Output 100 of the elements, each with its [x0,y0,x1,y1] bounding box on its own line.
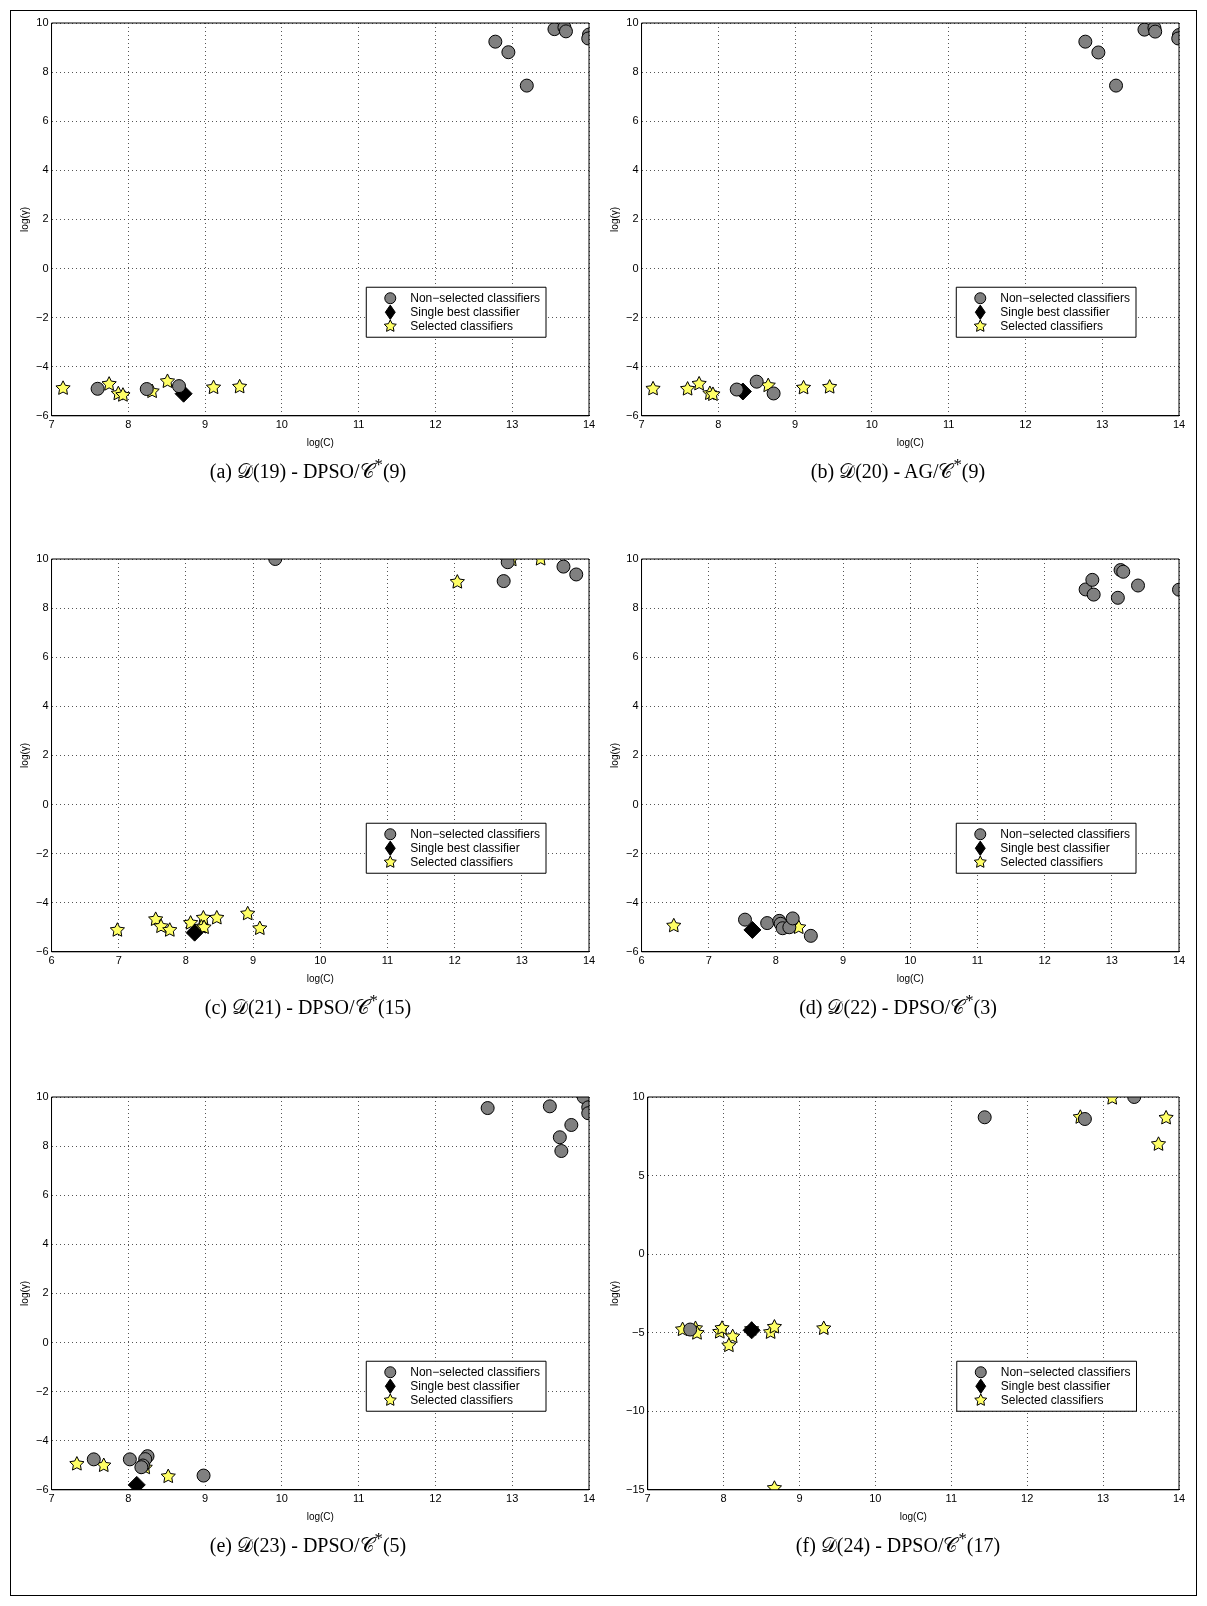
y-axis-title: log(γ) [18,206,30,232]
y-tick-label: 0 [42,797,49,810]
x-tick-label: 9 [792,418,799,431]
y-tick-label: −2 [35,1384,49,1397]
x-tick-label: 8 [182,954,189,967]
x-tick-label: 7 [48,418,55,431]
legend-label: Selected classifiers [410,854,513,869]
y-tick-label: 8 [632,65,639,78]
legend-label: Non−selected classifiers [1000,826,1131,841]
y-tick-label: 10 [626,552,639,565]
x-tick-label: 12 [1038,954,1051,967]
y-tick-label: 2 [632,748,639,761]
x-tick-label: 14 [1172,954,1186,967]
x-tick-label: 7 [644,1492,651,1505]
y-tick-label: −4 [625,359,639,372]
y-tick-label: −10 [625,1404,645,1417]
x-tick-label: 11 [942,418,955,431]
legend-label: Single best classifier [1000,1378,1111,1393]
x-tick-label: 8 [720,1492,727,1505]
text: (a) 𝒟(19) - DPSO/𝒞$^{*}$(9) [208,455,408,483]
text: (d) 𝒟(22) - DPSO/𝒞$^{*}$(3) [798,991,998,1019]
x-tick-label: 10 [314,954,327,967]
y-tick-label: −4 [35,359,49,372]
y-axis-title: log(γ) [18,742,30,768]
y-tick-label: 4 [42,163,49,176]
x-axis-title: log(C) [899,1510,927,1522]
x-tick-label: 10 [904,954,917,967]
y-tick-label: −5 [632,1325,645,1338]
y-tick-label: −6 [35,1482,49,1495]
y-tick-label: 10 [36,1090,49,1103]
legend-label: Single best classifier [410,1378,520,1393]
legend-label: Single best classifier [1000,840,1110,855]
y-tick-label: 6 [632,650,639,663]
x-axis-title: log(C) [306,972,334,984]
x-axis-title: log(C) [896,972,924,984]
x-tick-label: 10 [865,418,879,431]
legend-label: Selected classifiers [1000,318,1103,333]
y-tick-label: 0 [42,261,49,274]
y-tick-label: 10 [632,1090,645,1103]
y-tick-label: −2 [35,846,49,859]
x-tick-label: 12 [429,418,442,431]
y-tick-label: 4 [632,163,639,176]
x-axis-title: log(C) [896,436,924,448]
x-tick-label: 13 [515,954,528,967]
x-tick-label: 7 [638,418,645,431]
y-tick-label: 6 [42,1188,49,1201]
y-tick-label: 8 [42,65,49,78]
x-tick-label: 7 [115,954,122,967]
legend-label: Selected classifiers [410,1392,513,1407]
legend-label: Non−selected classifiers [410,826,541,841]
legend-label: Single best classifier [1000,304,1110,319]
x-tick-label: 11 [381,954,394,967]
y-tick-label: −6 [35,408,49,421]
y-tick-label: 0 [632,797,639,810]
y-tick-label: 10 [36,552,49,565]
y-tick-label: 2 [42,748,49,761]
x-tick-label: 13 [506,418,519,431]
x-tick-label: 13 [1105,954,1118,967]
x-tick-label: 12 [448,954,461,967]
y-tick-label: 0 [632,261,639,274]
y-tick-label: 4 [42,699,49,712]
y-tick-label: 4 [42,1237,49,1250]
y-tick-label: 5 [638,1168,645,1181]
y-tick-label: 6 [42,114,49,127]
x-tick-label: 8 [772,954,779,967]
y-tick-label: −2 [35,310,49,323]
legend-label: Non−selected classifiers [410,290,541,305]
y-tick-label: 4 [632,699,639,712]
y-tick-label: 2 [42,1286,49,1299]
legend-label: Selected classifiers [1000,1392,1104,1407]
y-tick-label: 2 [632,212,639,225]
x-tick-label: 14 [1172,1492,1186,1505]
y-axis-title: log(γ) [608,206,620,232]
legend-label: Non−selected classifiers [1000,1364,1131,1379]
text: (c) 𝒟(21) - DPSO/𝒞$^{*}$(15) [203,991,413,1019]
legend-label: Non−selected classifiers [1000,290,1131,305]
y-axis-title: log(γ) [608,1280,620,1306]
y-tick-label: −6 [625,944,639,957]
x-tick-label: 8 [715,418,722,431]
legend-label: Single best classifier [410,304,520,319]
y-tick-label: 8 [632,601,639,614]
y-tick-label: 8 [42,601,49,614]
text: (e) 𝒟(23) - DPSO/𝒞$^{*}$(5) [208,1529,408,1557]
y-tick-label: 0 [42,1335,49,1348]
legend-label: Selected classifiers [1000,854,1103,869]
x-tick-label: 9 [202,418,209,431]
x-tick-label: 7 [705,954,712,967]
x-tick-label: 9 [202,1492,209,1505]
y-tick-label: 8 [42,1139,49,1152]
x-tick-label: 12 [1021,1492,1034,1505]
y-tick-label: −2 [625,846,639,859]
y-tick-label: −6 [625,408,639,421]
x-tick-label: 7 [48,1492,55,1505]
x-tick-label: 11 [945,1492,957,1505]
x-tick-label: 10 [869,1492,882,1505]
x-tick-label: 10 [275,418,289,431]
x-tick-label: 8 [125,1492,132,1505]
x-tick-label: 13 [1096,418,1109,431]
legend-label: Selected classifiers [410,318,513,333]
text: (b) 𝒟(20) - AG/𝒞$^{*}$(9) [809,455,987,483]
